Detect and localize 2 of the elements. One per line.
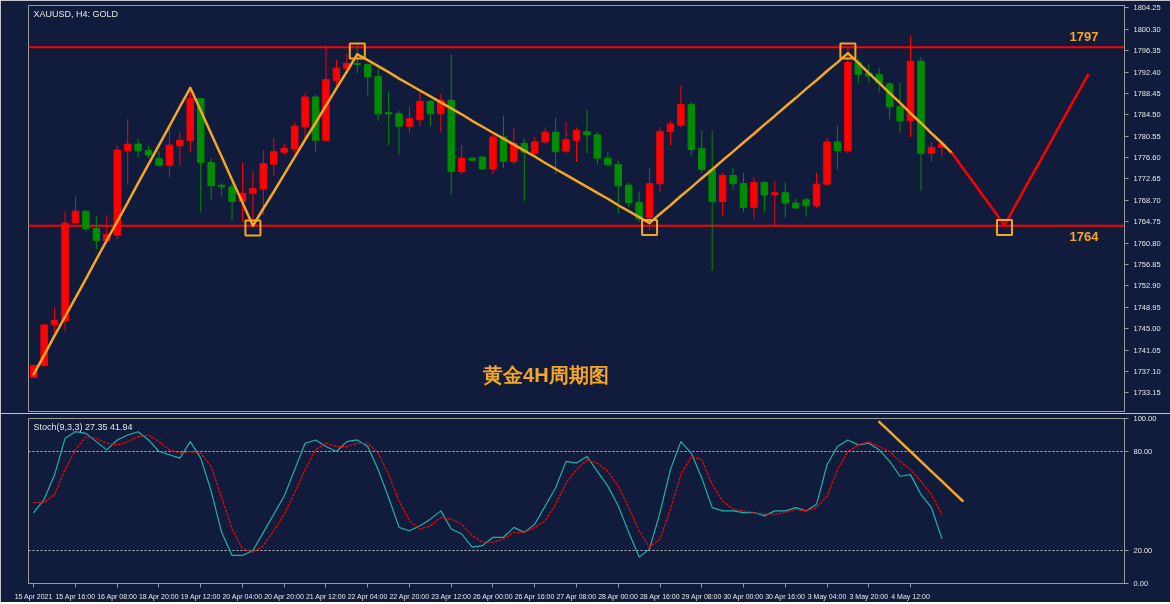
line-series	[877, 420, 964, 503]
chart-title: Stoch(9,3,3) 27.35 41.94	[33, 421, 133, 432]
